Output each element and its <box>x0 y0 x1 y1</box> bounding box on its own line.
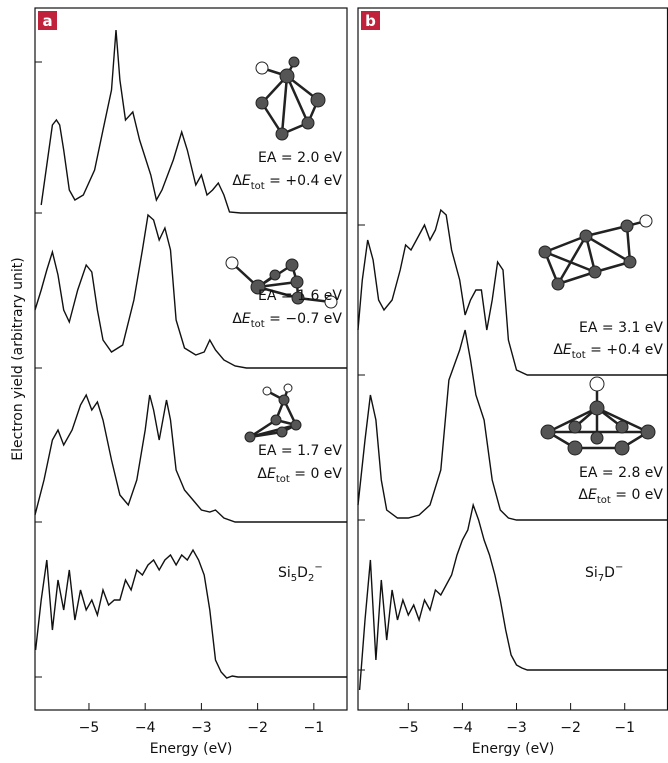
e-symbol: E <box>242 311 251 327</box>
e-symbol: E <box>563 342 572 358</box>
x-tick-label: −1 <box>614 720 635 736</box>
ea-label: EA = 2.8 eV <box>579 465 663 481</box>
figure: a−5−4−3−2−1Energy (eV)Electron yield (ar… <box>0 0 668 763</box>
species-part: − <box>314 562 322 573</box>
panel-letter: a <box>42 12 52 30</box>
molecule-b2 <box>541 377 655 455</box>
species-part: 2 <box>308 573 314 584</box>
species-part: Si <box>585 565 598 581</box>
delta: Δ <box>578 487 588 503</box>
delta: Δ <box>553 342 563 358</box>
molecule-b1 <box>539 215 652 290</box>
delta: Δ <box>232 311 242 327</box>
delta-e-label: ΔEtot = −0.7 eV <box>232 311 342 330</box>
species-part: − <box>615 562 623 573</box>
x-tick-label: −3 <box>191 720 212 736</box>
y-axis-label: Electron yield (arbitrary unit) <box>10 257 26 460</box>
delta-value: = 0 eV <box>611 487 664 503</box>
species-part: D <box>604 565 615 581</box>
species-part: Si <box>278 565 291 581</box>
species-label: Si5D2− <box>278 562 323 584</box>
delta-e-label: ΔEtot = 0 eV <box>578 487 663 506</box>
delta-value: = +0.4 eV <box>265 173 343 189</box>
delta-value: = 0 eV <box>290 466 343 482</box>
delta: Δ <box>232 173 242 189</box>
x-tick-label: −2 <box>560 720 581 736</box>
ea-label: EA = 2.0 eV <box>258 150 342 166</box>
x-tick-label: −5 <box>398 720 419 736</box>
species-part: D <box>297 565 308 581</box>
species-label: Si7D− <box>585 562 623 584</box>
delta: Δ <box>257 466 267 482</box>
x-tick-label: −3 <box>506 720 527 736</box>
x-tick-label: −4 <box>135 720 156 736</box>
panel-frame <box>35 8 347 710</box>
spectrum <box>360 505 668 690</box>
x-axis-label: Energy (eV) <box>472 741 555 757</box>
delta-e-label: ΔEtot = 0 eV <box>257 466 342 485</box>
subscript: tot <box>251 181 265 192</box>
delta-value: = +0.4 eV <box>586 342 664 358</box>
ea-label: EA = 1.7 eV <box>258 443 342 459</box>
delta-e-label: ΔEtot = +0.4 eV <box>553 342 663 361</box>
subscript: tot <box>597 495 611 506</box>
delta-e-label: ΔEtot = +0.4 eV <box>232 173 342 192</box>
x-tick-label: −2 <box>247 720 268 736</box>
x-tick-label: −1 <box>304 720 325 736</box>
molecule-a1 <box>256 57 325 140</box>
ea-label: EA = 1.6 eV <box>258 288 342 304</box>
molecule-a3 <box>245 384 301 442</box>
subscript: tot <box>572 350 586 361</box>
subscript: tot <box>276 474 290 485</box>
panel-letter: b <box>365 12 376 30</box>
ea-label: EA = 3.1 eV <box>579 320 663 336</box>
x-tick-label: −5 <box>79 720 100 736</box>
e-symbol: E <box>242 173 251 189</box>
x-tick-label: −4 <box>452 720 473 736</box>
delta-value: = −0.7 eV <box>265 311 343 327</box>
e-symbol: E <box>267 466 276 482</box>
x-axis-label: Energy (eV) <box>150 741 233 757</box>
subscript: tot <box>251 319 265 330</box>
e-symbol: E <box>588 487 597 503</box>
